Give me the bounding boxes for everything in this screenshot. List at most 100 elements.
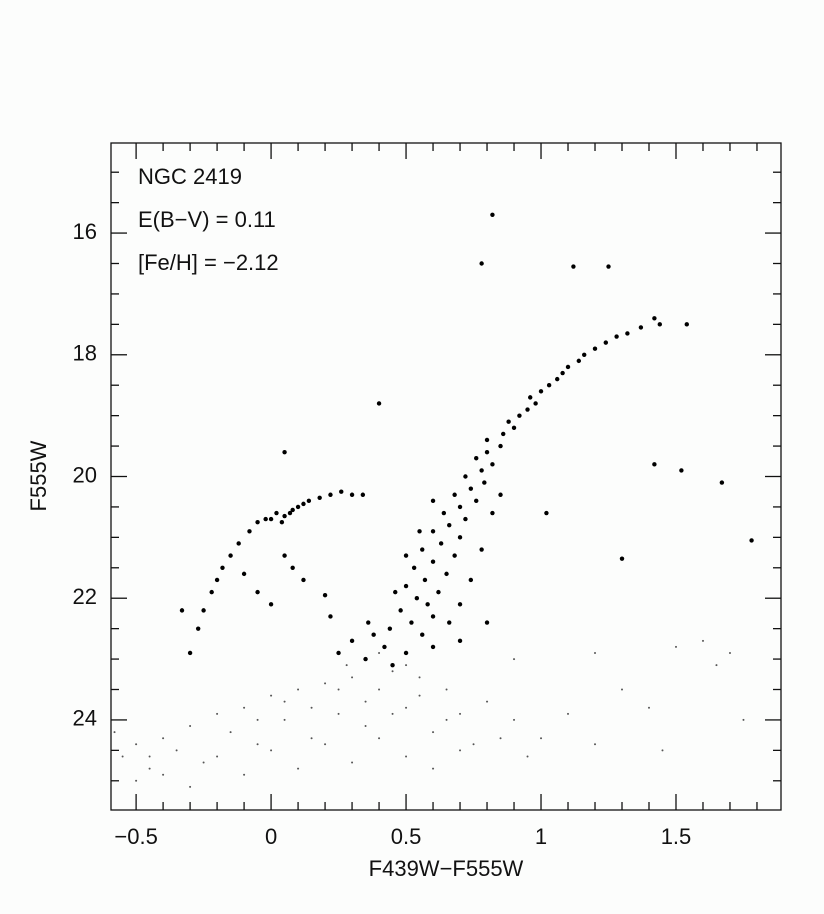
data-point	[201, 608, 206, 613]
data-point	[268, 516, 274, 522]
data-point	[533, 401, 538, 406]
data-point	[391, 670, 394, 673]
data-point	[445, 718, 448, 721]
x-axis-label: F439W−F555W	[369, 856, 524, 881]
data-point	[528, 395, 533, 400]
data-point	[337, 688, 340, 691]
data-point	[479, 261, 484, 266]
y-tick-label: 24	[73, 706, 97, 731]
data-point	[459, 749, 462, 752]
data-point	[506, 419, 511, 424]
plot-frame	[110, 142, 782, 811]
data-point	[255, 519, 260, 525]
data-point	[216, 755, 219, 758]
data-point	[229, 731, 232, 734]
data-point	[282, 513, 287, 519]
data-point	[256, 718, 259, 721]
data-point	[214, 577, 220, 583]
data-point	[371, 632, 376, 637]
data-point	[390, 662, 395, 668]
data-point	[360, 492, 366, 497]
data-point	[279, 519, 285, 525]
data-point	[363, 656, 368, 662]
data-point	[290, 565, 295, 570]
data-point	[490, 212, 495, 218]
data-point	[430, 644, 436, 650]
data-point	[121, 755, 124, 758]
data-point	[463, 474, 468, 479]
data-point	[351, 761, 354, 764]
data-point	[135, 743, 138, 746]
data-point	[328, 614, 333, 619]
data-point	[647, 706, 650, 709]
data-point	[425, 602, 430, 607]
data-point	[728, 651, 731, 654]
data-point	[339, 489, 344, 494]
y-tick-label: 18	[73, 341, 97, 366]
data-point	[742, 718, 745, 721]
data-point	[398, 608, 403, 613]
data-point	[393, 589, 398, 595]
data-point	[162, 737, 165, 740]
data-point	[715, 664, 718, 667]
data-point	[436, 589, 441, 595]
data-point	[209, 589, 214, 595]
data-point	[420, 632, 425, 637]
data-point	[606, 264, 611, 269]
data-point	[306, 498, 312, 504]
data-point	[228, 553, 233, 558]
data-point	[567, 712, 570, 715]
data-point	[409, 620, 414, 625]
data-point	[546, 383, 552, 388]
data-point	[652, 462, 657, 467]
data-point	[594, 651, 597, 654]
data-point	[263, 516, 268, 522]
data-point	[310, 706, 313, 709]
data-point	[268, 602, 274, 607]
data-point	[511, 425, 517, 431]
data-point	[441, 510, 447, 516]
data-point	[317, 495, 322, 501]
data-point	[256, 743, 259, 746]
data-point	[459, 712, 462, 715]
data-point	[148, 755, 151, 758]
annotation: E(B−V) = 0.11	[138, 207, 276, 232]
data-point	[351, 676, 354, 679]
data-point	[625, 331, 630, 336]
data-point	[418, 694, 421, 697]
data-point	[243, 773, 246, 776]
data-point	[270, 749, 273, 752]
data-point	[220, 565, 225, 570]
data-point	[499, 737, 502, 740]
data-point	[540, 737, 543, 740]
data-point	[652, 316, 657, 321]
x-tick-label: 1	[535, 824, 547, 849]
data-point	[679, 468, 684, 473]
data-point	[364, 700, 367, 703]
data-point	[422, 577, 428, 583]
data-point	[417, 529, 422, 534]
data-point	[255, 589, 260, 595]
data-point	[432, 767, 435, 770]
data-point	[661, 749, 664, 752]
data-point	[484, 437, 490, 443]
data-point	[457, 638, 463, 644]
data-point	[175, 749, 178, 752]
data-point	[366, 620, 371, 625]
data-point	[501, 431, 506, 437]
data-point	[474, 498, 479, 504]
annotation: NGC 2419	[138, 164, 242, 189]
y-tick-label: 16	[73, 219, 97, 244]
data-point	[287, 510, 293, 516]
data-point	[430, 559, 436, 564]
data-point	[420, 547, 425, 552]
data-point	[447, 522, 452, 528]
data-point	[349, 492, 355, 497]
data-point	[498, 443, 503, 449]
data-point	[282, 553, 287, 558]
data-point	[479, 547, 484, 552]
data-point	[310, 737, 313, 740]
data-point	[324, 682, 327, 685]
data-point	[274, 510, 279, 516]
data-point	[297, 688, 300, 691]
